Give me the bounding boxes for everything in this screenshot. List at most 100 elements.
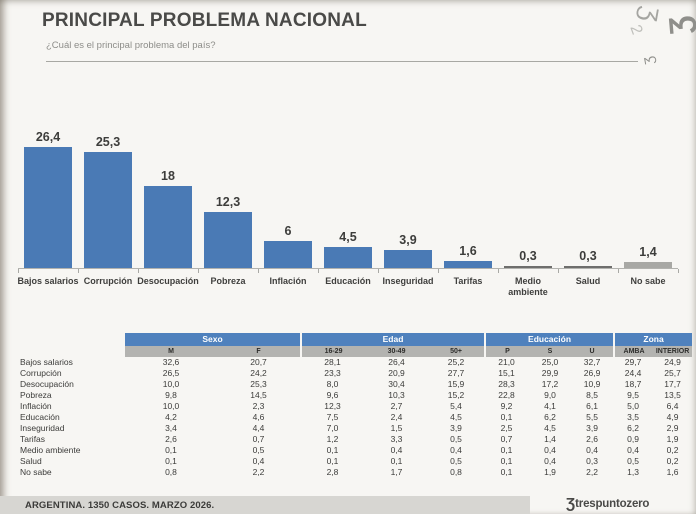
table-cell: 10,0: [162, 379, 180, 390]
chart-slot: 18: [138, 106, 198, 268]
bar-category-label: Tarifas: [453, 276, 483, 286]
table-cell: 0,3: [586, 456, 598, 467]
table-column-header: U: [571, 346, 614, 357]
table-cell: 2,4: [390, 412, 403, 423]
table-cell: 8,5: [586, 390, 598, 401]
table-column-header: 30-49: [365, 346, 429, 357]
chart-slot: 0,3: [558, 106, 618, 268]
table-cell: 25,2: [447, 357, 465, 368]
bar: [324, 247, 372, 268]
table-cell: 25,0: [541, 357, 559, 368]
table-cell: 6,4: [666, 401, 679, 412]
table-cell: 25,7: [664, 368, 681, 379]
table-cell: 4,6: [252, 412, 265, 423]
table-cell: 0,4: [586, 445, 598, 456]
axis-tick: [378, 269, 379, 273]
row-label: Inflación: [20, 401, 52, 412]
table-cell: 10,0: [162, 401, 180, 412]
table-cell: 0,8: [450, 467, 462, 478]
axis-tick: [138, 269, 139, 273]
table-cell: 0,1: [390, 456, 403, 467]
table-cell: 28,1: [324, 357, 341, 368]
table-row: Inseguridad 3,4 4,4 7,0 1,5 3,9 2,5 4,5 3,9 6,2 2,…: [20, 423, 692, 434]
table-cell: 24,9: [664, 357, 681, 368]
table-group-header-row: Sexo Edad Educación Zona: [20, 333, 693, 346]
bar-category-label: Inflación: [269, 276, 307, 286]
x-axis-line: [18, 268, 678, 269]
bar-value-label: 25,3: [95, 135, 121, 149]
x-axis-labels: Bajos salarios Corrupción Desocupación Pobr…: [17, 276, 678, 298]
table-cell: 1,9: [544, 467, 556, 478]
chart-slot: 4,5: [318, 106, 378, 268]
bar-value-label: 26,4: [35, 130, 61, 144]
curl-ornament-icon: Ʒ: [640, 55, 658, 66]
methodology-note: ARGENTINA. 1350 CASOS. MARZO 2026.: [25, 500, 215, 511]
row-label: No sabe: [20, 467, 52, 478]
table-row: Medio ambiente 0,1 0,5 0,1 0,4 0,4 0,1 0,4 0,4 0,…: [20, 445, 692, 456]
bar-category-label: Medio ambiente: [508, 276, 548, 297]
table-cell: 32,6: [162, 357, 180, 368]
table-cell: 2,2: [252, 467, 265, 478]
table-cell: 0,1: [165, 456, 177, 467]
table-group-header: Zona: [613, 333, 693, 346]
bar: [624, 262, 672, 268]
table-cell: 29,7: [624, 357, 642, 368]
table-cell: 0,7: [252, 434, 265, 445]
bar-value-label: 6: [284, 224, 292, 238]
bar-category-label: Corrupción: [83, 276, 133, 286]
bar: [264, 241, 312, 268]
table-cell: 7,0: [326, 423, 339, 434]
table-row: Pobreza 9,8 14,5 9,6 10,3 15,2 22,8 9,0 8,5 9,5 13…: [20, 390, 692, 401]
table-cell: 4,1: [544, 401, 556, 412]
table-cell: 17,2: [541, 379, 559, 390]
bar: [24, 147, 72, 268]
table-cell: 0,1: [500, 467, 513, 478]
chart-slot: 6: [258, 106, 318, 268]
table-subheader-row: M F 16-29 30-49 50+ P S U AMBA INTERIOR: [20, 346, 693, 357]
table-cell: 5,5: [586, 412, 598, 423]
logo-text: trespuntozero: [575, 498, 650, 510]
table-cell: 27,7: [447, 368, 465, 379]
table-cell: 1,2: [326, 434, 339, 445]
table-group-header: Edad: [300, 333, 485, 346]
table-row: Desocupación 10,0 25,3 8,0 30,4 15,9 28,3 17,2 1…: [20, 379, 692, 390]
table-cell: 15,1: [498, 368, 515, 379]
table-cell: 4,5: [544, 423, 556, 434]
axis-tick: [198, 269, 199, 273]
table-cell: 0,4: [544, 456, 556, 467]
chart-slot: 3,9: [378, 106, 438, 268]
table-cell: 9,8: [165, 390, 177, 401]
axis-tick: [78, 269, 79, 273]
bar-category-label: Inseguridad: [382, 276, 434, 286]
table-cell: 0,5: [627, 456, 639, 467]
table-cell: 26,5: [162, 368, 180, 379]
table-cell: 7,5: [326, 412, 339, 423]
table-cell: 3,5: [627, 412, 639, 423]
table-cell: 0,1: [500, 412, 513, 423]
bar-category-label: Salud: [575, 276, 601, 286]
table-cell: 20,7: [250, 357, 267, 368]
table-cell: 3,4: [165, 423, 177, 434]
table-cell: 0,4: [390, 445, 403, 456]
table-column-header: M: [125, 346, 217, 357]
bar: [84, 152, 132, 268]
divider-line: Ʒ: [46, 55, 657, 66]
row-label: Medio ambiente: [20, 445, 81, 456]
bar-chart: 26,4 25,3 18 12,3 6 4,5 3,9 1,6 0,3 0,3 1,4 Bajos …: [17, 106, 679, 306]
table-column-header: 16-29: [300, 346, 366, 357]
table-cell: 0,4: [544, 445, 556, 456]
table-cell: 1,7: [390, 467, 403, 478]
table-cell: 2,6: [165, 434, 177, 445]
table-row: Bajos salarios 32,6 20,7 28,1 26,4 25,2 21,0 25…: [20, 357, 692, 368]
table-cell: 13,5: [664, 390, 681, 401]
table-group-header: Sexo: [125, 333, 301, 346]
chart-slot: 1,6: [438, 106, 498, 268]
table-row: Salud 0,1 0,4 0,1 0,1 0,5 0,1 0,4 0,3 0,5 0,2: [20, 456, 692, 467]
table-column-header: 50+: [428, 346, 485, 357]
table-cell: 3,9: [450, 423, 462, 434]
bar: [564, 266, 612, 268]
table-cell: 20,9: [388, 368, 405, 379]
table-cell: 2,8: [326, 467, 339, 478]
table-cell: 14,5: [250, 390, 267, 401]
